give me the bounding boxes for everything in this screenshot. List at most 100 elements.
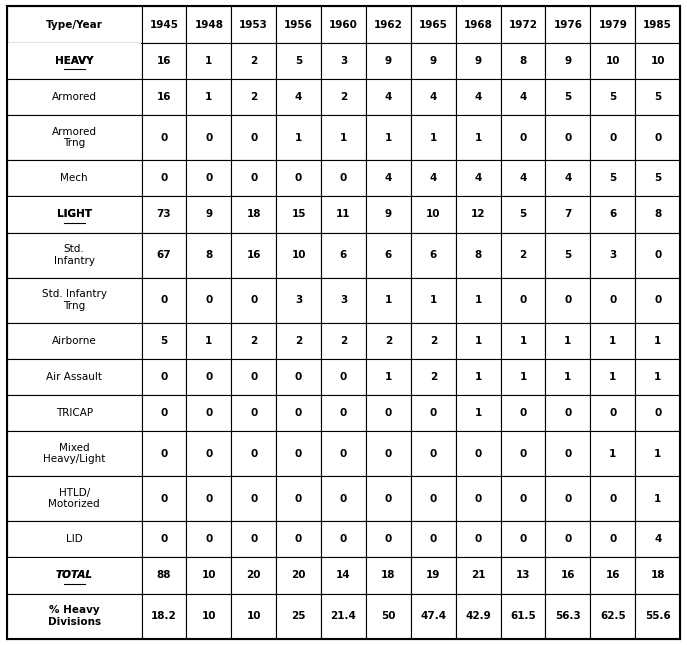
Bar [232,160,276,196]
Text: 1956: 1956 [284,19,313,30]
Text: 0: 0 [160,534,168,544]
Bar [501,322,545,359]
Bar [232,322,276,359]
Text: 3: 3 [295,295,302,305]
Bar [7,395,142,431]
Text: 0: 0 [340,174,347,183]
Bar [366,431,411,476]
Text: Type/Year: Type/Year [46,19,102,30]
Text: 18: 18 [247,210,261,219]
Bar [321,431,366,476]
Bar [7,359,142,395]
Bar [276,196,321,233]
Bar [321,277,366,322]
Text: 5: 5 [564,92,572,102]
Text: Armored
Trng: Armored Trng [52,127,97,148]
Bar [590,593,635,639]
Bar [276,277,321,322]
Bar [186,431,232,476]
Bar [321,359,366,395]
Bar [232,395,276,431]
Bar [411,322,455,359]
Text: 0: 0 [564,493,572,504]
Bar [142,115,186,160]
Text: 0: 0 [160,372,168,382]
Bar [635,6,680,43]
Bar [411,359,455,395]
Bar [366,196,411,233]
Text: 1: 1 [654,335,662,346]
Text: 62.5: 62.5 [600,611,626,621]
Text: TOTAL: TOTAL [56,570,93,580]
Text: 1: 1 [475,372,482,382]
Text: 0: 0 [295,174,302,183]
Text: 3: 3 [340,55,347,66]
Text: 0: 0 [340,534,347,544]
Text: 0: 0 [564,133,572,143]
Text: 5: 5 [654,92,662,102]
Text: 1: 1 [519,335,527,346]
Bar [186,43,232,79]
Text: Armored: Armored [52,92,97,102]
Text: 0: 0 [250,174,258,183]
Bar [590,557,635,593]
Bar [455,160,501,196]
Bar [501,233,545,277]
Bar [232,431,276,476]
Text: 0: 0 [564,295,572,305]
Bar [635,593,680,639]
Bar [411,557,455,593]
Bar [7,6,142,43]
Bar [545,79,590,115]
Text: 4: 4 [385,174,392,183]
Bar [232,359,276,395]
Bar [142,6,186,43]
Text: 4: 4 [475,92,482,102]
Text: 4: 4 [519,174,527,183]
Text: 0: 0 [340,372,347,382]
Text: 19: 19 [426,570,440,580]
Bar [7,476,142,521]
Text: 0: 0 [475,493,482,504]
Bar [635,322,680,359]
Bar [186,115,232,160]
Bar [186,322,232,359]
Text: 20: 20 [291,570,306,580]
Bar [142,233,186,277]
Text: 1: 1 [385,295,392,305]
Text: 88: 88 [157,570,171,580]
Bar [501,593,545,639]
Text: 6: 6 [609,210,616,219]
Text: 14: 14 [336,570,351,580]
Bar [590,196,635,233]
Bar [411,395,455,431]
Text: 1962: 1962 [374,19,403,30]
Text: 1: 1 [609,372,616,382]
Text: 1968: 1968 [464,19,493,30]
Bar [411,43,455,79]
Bar [232,233,276,277]
Text: 10: 10 [605,55,620,66]
Text: 5: 5 [519,210,527,219]
Bar [7,160,142,196]
Bar [501,43,545,79]
Text: HEAVY: HEAVY [55,55,93,66]
Bar [7,593,142,639]
Text: 0: 0 [250,408,258,418]
Text: 5: 5 [654,174,662,183]
Bar [501,476,545,521]
Text: 0: 0 [519,534,527,544]
Text: Air Assault: Air Assault [46,372,102,382]
Bar [590,359,635,395]
Text: 1: 1 [654,493,662,504]
Text: 0: 0 [205,534,212,544]
Text: 10: 10 [651,55,665,66]
Text: 1: 1 [609,449,616,459]
Text: 1: 1 [475,295,482,305]
Bar [635,115,680,160]
Bar [7,79,142,115]
Text: 16: 16 [247,250,261,260]
Bar [455,79,501,115]
Bar [186,233,232,277]
Text: 1: 1 [609,335,616,346]
